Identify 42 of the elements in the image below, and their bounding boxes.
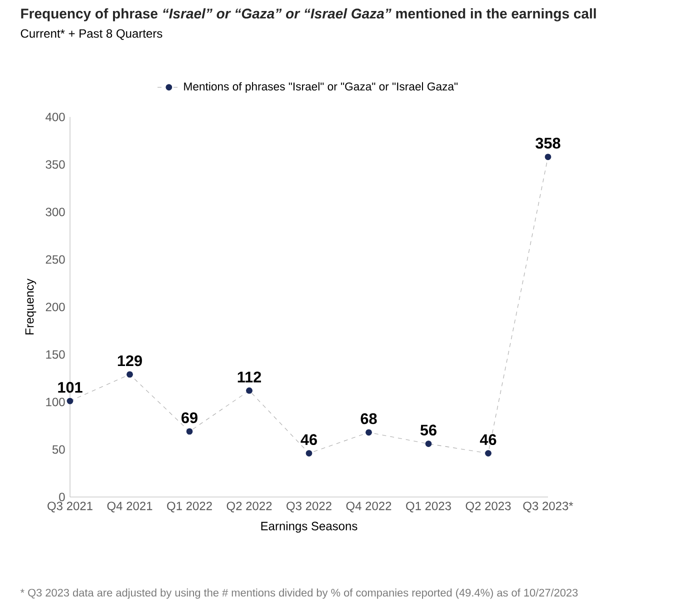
data-label: 56 bbox=[420, 424, 436, 436]
data-label: 69 bbox=[182, 412, 198, 424]
x-tick-label: Q1 2023 bbox=[406, 502, 451, 512]
y-tick-label: 50 bbox=[52, 445, 65, 454]
chart-subtitle: Current* + Past 8 Quarters bbox=[20, 29, 162, 40]
legend-label: Mentions of phrases "Israel" or "Gaza" or "Israel Gaza" bbox=[184, 82, 458, 93]
data-label: 46 bbox=[300, 434, 317, 446]
data-label: 46 bbox=[480, 434, 496, 446]
data-label: 112 bbox=[238, 372, 261, 382]
data-label: 68 bbox=[360, 413, 377, 424]
x-tick-label: Q2 2023 bbox=[466, 502, 511, 512]
point bbox=[366, 429, 372, 436]
point bbox=[544, 154, 552, 160]
point bbox=[126, 371, 133, 378]
x-tick-label: Q3 2023* bbox=[523, 502, 574, 512]
data-label: 101 bbox=[58, 382, 82, 393]
text: * Q3 2023 data are adjusted by using the # mentions divided by % of companies reported (49.4%) as of 10/27/2023 bbox=[20, 588, 578, 599]
y-tick-label: 150 bbox=[46, 350, 65, 359]
point bbox=[246, 387, 252, 394]
y-tick-label: 300 bbox=[46, 208, 65, 216]
y-tick-label: 0 bbox=[59, 492, 65, 502]
y-tick-label: 200 bbox=[46, 302, 65, 312]
point bbox=[66, 398, 74, 404]
y-tick-label: 350 bbox=[46, 160, 65, 169]
point bbox=[186, 428, 193, 435]
y-tick-label: 400 bbox=[46, 112, 65, 122]
data-label: 129 bbox=[118, 355, 142, 366]
x-tick-label: Q3 2021 bbox=[48, 502, 92, 512]
data-label: 358 bbox=[536, 138, 560, 149]
point bbox=[425, 440, 432, 447]
x-axis-title: Earnings Seasons bbox=[261, 521, 358, 533]
x-tick-label: Q1 2022 bbox=[167, 502, 212, 512]
chart-title: Frequency of phrase “Israel” or “Gaza” or “Israel Gaza” mentioned in the earnings call bbox=[21, 8, 596, 22]
y-axis-title: Frequency bbox=[25, 278, 36, 334]
point bbox=[306, 450, 312, 456]
y-tick-label: 100 bbox=[46, 398, 65, 406]
x-tick-label: Q2 2022 bbox=[226, 502, 272, 512]
y-tick-label: 250 bbox=[46, 255, 65, 264]
x-tick-label: Q3 2022 bbox=[286, 502, 332, 512]
x-tick-label: Q4 2022 bbox=[346, 502, 392, 512]
point bbox=[485, 450, 492, 456]
x-tick-label: Q4 2021 bbox=[107, 502, 152, 512]
